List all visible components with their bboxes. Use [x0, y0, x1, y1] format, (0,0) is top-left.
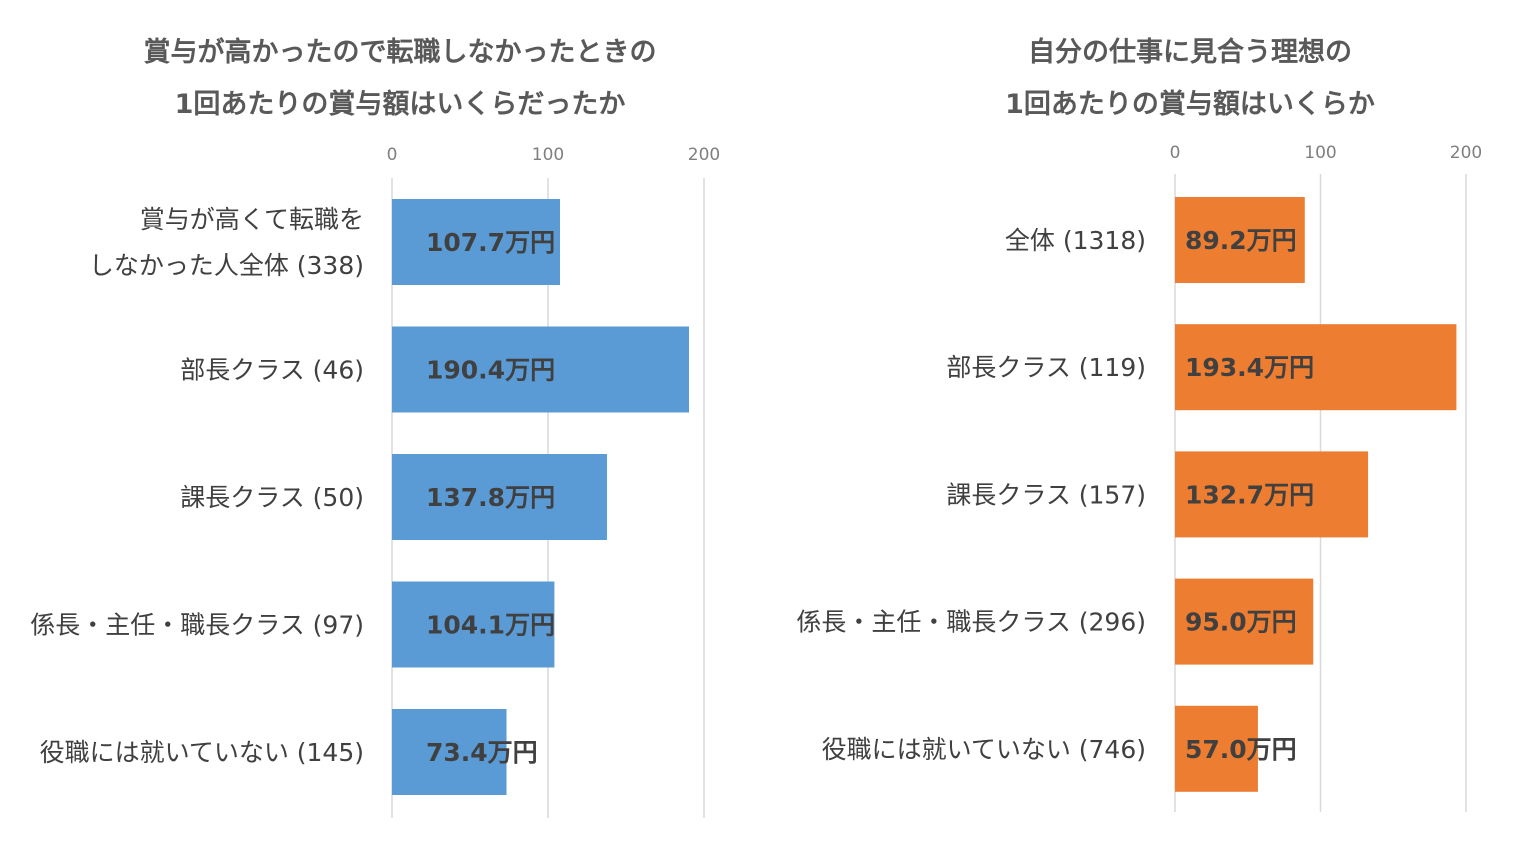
category-label: 課長クラス (50)	[180, 483, 364, 512]
bar	[392, 709, 507, 795]
chart-title-line: 賞与が高かったので転職しなかったときの	[143, 37, 657, 68]
data-label: 73.4万円	[426, 738, 538, 767]
tick-label: 100	[532, 145, 564, 165]
category-label: 役職には就いていない (145)	[40, 738, 364, 767]
data-label: 89.2万円	[1185, 226, 1297, 255]
chart-title-line: 自分の仕事に見合う理想の	[1028, 37, 1352, 68]
tick-label: 100	[1304, 143, 1336, 163]
tick-label: 200	[688, 145, 720, 165]
bar	[392, 454, 607, 540]
data-label: 132.7万円	[1185, 480, 1314, 509]
tick-label: 0	[387, 145, 398, 165]
bar	[392, 581, 555, 668]
chart-title-line: 1回あたりの賞与額はいくらか	[1005, 89, 1375, 120]
category-label: 部長クラス (46)	[180, 356, 364, 385]
bar-chart-right: 0 100 200 89.2万円 全体 (1318) 193.4万円 部長クラス (119)…	[796, 143, 1482, 812]
data-label: 95.0万円	[1185, 608, 1297, 637]
data-label: 57.0万円	[1185, 735, 1297, 764]
chart-title-left: 賞与が高かったので転職しなかったときの 1回あたりの賞与額はいくらだったか	[0, 27, 800, 131]
bar	[392, 199, 561, 285]
bar	[1175, 705, 1258, 792]
tick-label: 200	[1450, 143, 1482, 163]
data-label: 193.4万円	[1185, 353, 1314, 382]
data-label: 107.7万円	[426, 228, 555, 257]
bar	[1175, 578, 1314, 665]
category-label: 賞与が高くて転職を	[140, 205, 364, 234]
category-label: 課長クラス (157)	[946, 480, 1146, 509]
data-label: 137.8万円	[426, 483, 555, 512]
data-label: 190.4万円	[426, 356, 555, 385]
category-label: しなかった人全体 (338)	[89, 251, 364, 280]
bar	[1175, 451, 1369, 538]
chart-right: 自分の仕事に見合う理想の 1回あたりの賞与額はいくらか 0 100 200 89.2万…	[760, 0, 1527, 852]
category-label: 係長・主任・職長クラス (97)	[30, 611, 364, 640]
chart-title-line: 1回あたりの賞与額はいくらだったか	[174, 89, 626, 120]
category-label: 全体 (1318)	[1005, 226, 1146, 255]
category-label: 係長・主任・職長クラス (296)	[796, 608, 1146, 637]
category-label: 役職には就いていない (746)	[822, 735, 1146, 764]
bar	[1175, 324, 1457, 411]
tick-label: 0	[1170, 143, 1181, 163]
data-label: 104.1万円	[426, 611, 555, 640]
category-label: 部長クラス (119)	[946, 353, 1146, 382]
bar	[1175, 197, 1305, 283]
bar	[392, 326, 690, 413]
chart-title-right: 自分の仕事に見合う理想の 1回あたりの賞与額はいくらか	[760, 27, 1527, 131]
chart-left: 賞与が高かったので転職しなかったときの 1回あたりの賞与額はいくらだったか 0 1…	[0, 0, 760, 852]
